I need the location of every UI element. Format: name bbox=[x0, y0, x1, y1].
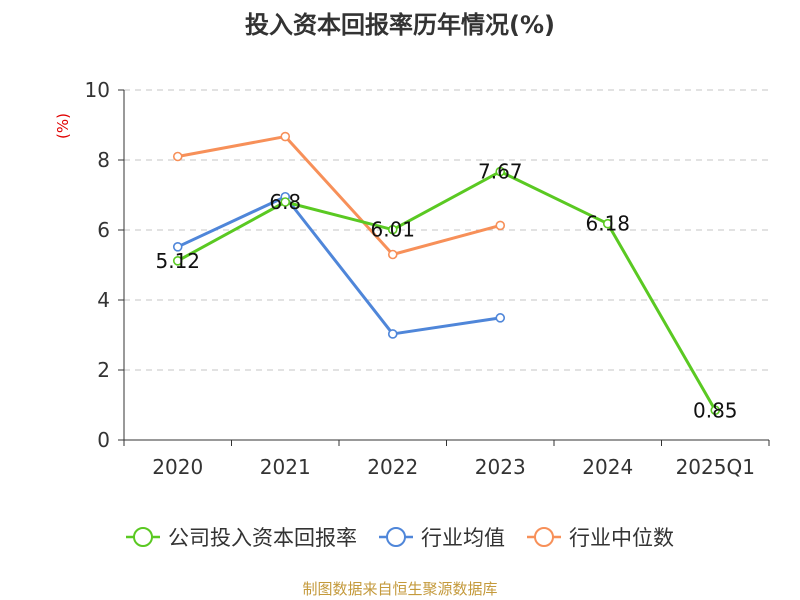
y-tick-label: 8 bbox=[97, 148, 110, 172]
series-line bbox=[177, 195, 501, 336]
data-point bbox=[602, 218, 613, 229]
data-point bbox=[387, 249, 398, 260]
x-tick-label: 2024 bbox=[582, 455, 633, 479]
legend-item: 行业中位数 bbox=[527, 526, 674, 550]
legend-marker bbox=[534, 527, 554, 547]
data-point bbox=[172, 242, 183, 252]
data-label: 0.85 bbox=[693, 398, 738, 422]
x-tick-label: 2023 bbox=[475, 455, 526, 479]
data-point bbox=[280, 131, 291, 142]
y-tick-label: 2 bbox=[97, 358, 110, 382]
series-行业均值 bbox=[172, 191, 506, 339]
legend-label: 公司投入资本回报率 bbox=[168, 526, 357, 550]
legend-label: 行业均值 bbox=[421, 526, 505, 550]
series-line bbox=[177, 170, 717, 411]
data-label: 5.12 bbox=[155, 249, 200, 273]
series-行业中位数 bbox=[172, 131, 506, 260]
data-point bbox=[172, 255, 183, 266]
legend-marker bbox=[386, 527, 406, 547]
data-label: 6.18 bbox=[585, 212, 630, 236]
y-tick-label: 6 bbox=[97, 218, 110, 242]
series-公司投入资本回报率 bbox=[172, 166, 721, 416]
data-labels: 5.12 6.8 6.01 7.67 6.18 0.85 bbox=[155, 160, 737, 423]
series-line bbox=[177, 135, 501, 256]
axes: 0 2 4 6 8 10 2020 2021 2022 2023 2024 2025Q1 bbox=[85, 78, 770, 479]
data-label: 7.67 bbox=[478, 160, 523, 184]
legend-item: 公司投入资本回报率 bbox=[126, 526, 357, 550]
data-point bbox=[495, 166, 506, 177]
source-note: 制图数据来自恒生聚源数据库 bbox=[302, 580, 497, 598]
gridlines bbox=[124, 89, 769, 371]
y-tick-label: 10 bbox=[85, 78, 110, 102]
data-point bbox=[280, 197, 291, 207]
data-point bbox=[387, 224, 398, 235]
y-tick-label: 0 bbox=[97, 428, 110, 452]
y-tick-label: 4 bbox=[97, 288, 110, 312]
legend-item: 行业均值 bbox=[379, 526, 505, 550]
x-tick-label: 2020 bbox=[152, 455, 203, 479]
data-point bbox=[710, 405, 721, 416]
data-label: 6.01 bbox=[370, 218, 415, 242]
x-tick-label: 2025Q1 bbox=[676, 455, 755, 479]
data-point bbox=[172, 151, 183, 162]
legend: 公司投入资本回报率 行业均值 行业中位数 bbox=[126, 526, 674, 550]
series-layer bbox=[172, 131, 721, 416]
data-point bbox=[495, 313, 506, 323]
data-label: 6.8 bbox=[269, 190, 301, 214]
data-point bbox=[387, 329, 398, 339]
data-point bbox=[495, 220, 506, 231]
x-tick-label: 2022 bbox=[367, 455, 418, 479]
chart-title: 投入资本回报率历年情况(%) bbox=[245, 11, 555, 39]
y-axis-unit-label: (%) bbox=[54, 113, 72, 139]
legend-label: 行业中位数 bbox=[569, 526, 674, 550]
legend-marker bbox=[133, 527, 153, 547]
x-tick-label: 2021 bbox=[260, 455, 311, 479]
